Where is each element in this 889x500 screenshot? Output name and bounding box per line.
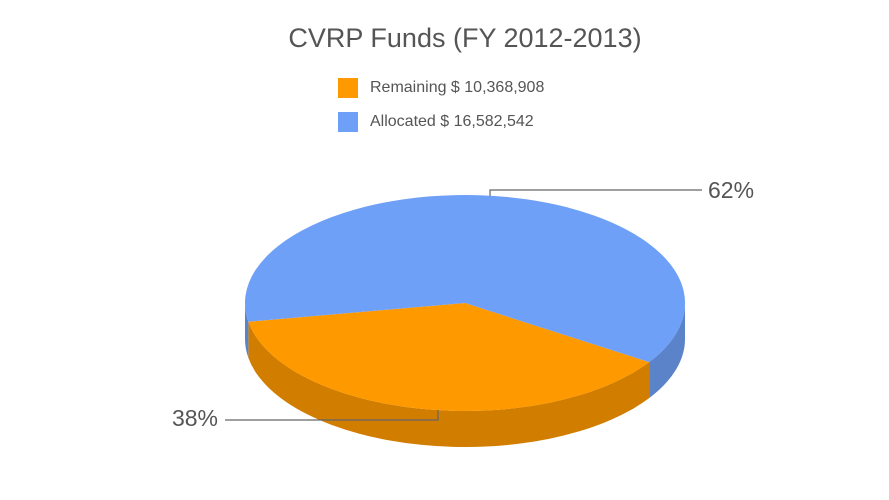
data-label: 62% bbox=[708, 177, 754, 203]
slice-side bbox=[248, 321, 650, 447]
slice-side-shade bbox=[245, 303, 249, 358]
slice bbox=[245, 194, 686, 363]
data-label: 38% bbox=[172, 405, 218, 431]
legend-label: Remaining $ 10,368,908 bbox=[370, 79, 544, 96]
slice-side-shade bbox=[649, 303, 685, 399]
legend-swatch bbox=[338, 112, 358, 132]
leader-line bbox=[489, 189, 702, 196]
chart-title: CVRP Funds (FY 2012-2013) bbox=[288, 23, 641, 53]
slice-side bbox=[649, 303, 685, 399]
slice bbox=[248, 303, 650, 411]
leader-line bbox=[225, 410, 439, 421]
legend-swatch bbox=[338, 78, 358, 98]
slice-side bbox=[245, 303, 249, 358]
legend-label: Allocated $ 16,582,542 bbox=[370, 113, 534, 130]
slice-side-shade bbox=[248, 321, 650, 447]
